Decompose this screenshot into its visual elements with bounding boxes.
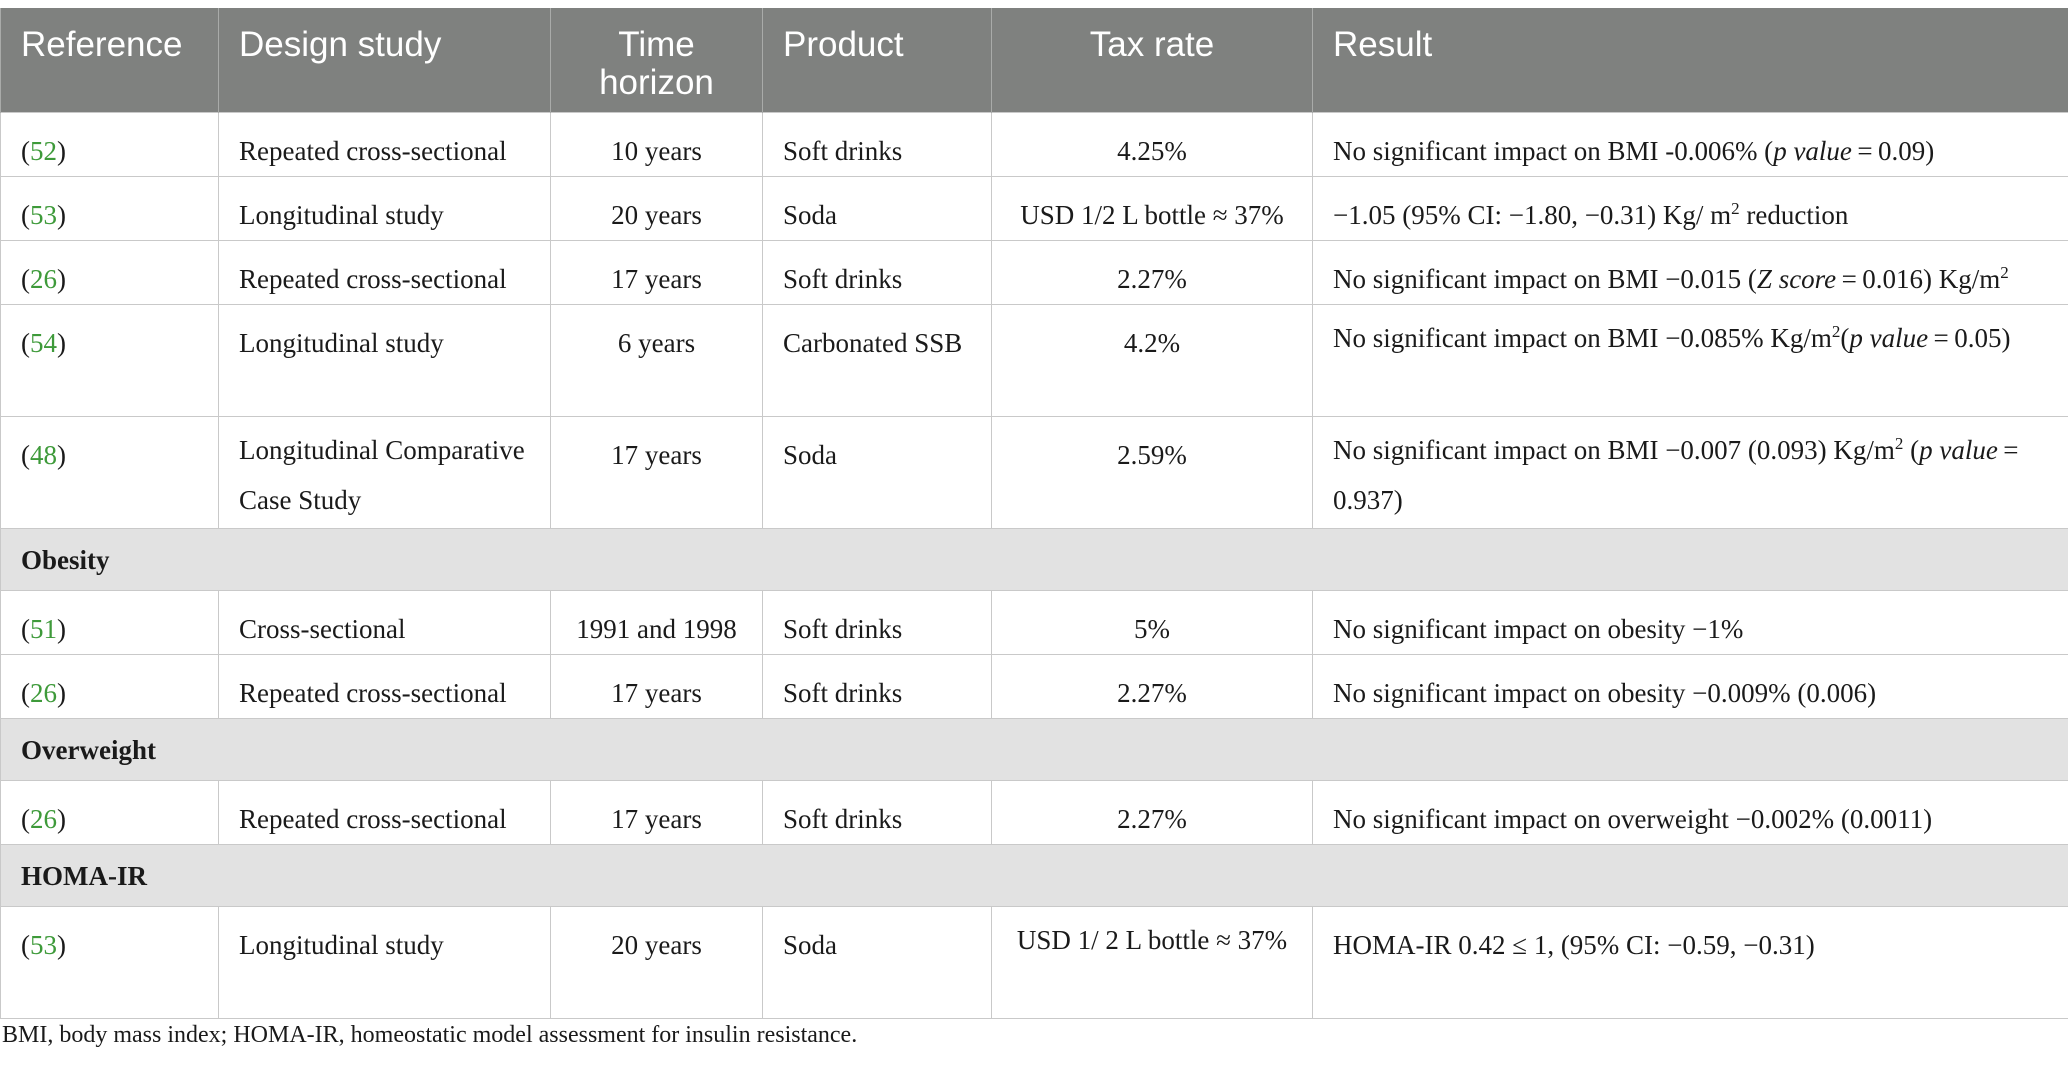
reference-cell: (54) bbox=[0, 304, 219, 417]
header-reference: Reference bbox=[0, 8, 219, 113]
product-cell: Carbonated SSB bbox=[762, 304, 992, 417]
product-cell: Soft drinks bbox=[762, 240, 992, 305]
product-cell: Soda bbox=[762, 906, 992, 1019]
result-cell: No significant impact on BMI −0.085% Kg/… bbox=[1312, 304, 2068, 417]
results-table: Reference Design study Time horizon Prod… bbox=[0, 8, 2068, 1019]
design-cell: Cross-sectional bbox=[218, 590, 551, 655]
section-row-homa-ir: HOMA-IR bbox=[0, 844, 2068, 907]
result-cell: No significant impact on BMI -0.006% (p … bbox=[1312, 112, 2068, 177]
product-cell: Soft drinks bbox=[762, 112, 992, 177]
reference-link[interactable]: 48 bbox=[30, 440, 57, 470]
header-row: Reference Design study Time horizon Prod… bbox=[0, 8, 2068, 113]
reference-cell: (26) bbox=[0, 654, 219, 719]
design-cell: Repeated cross-sectional bbox=[218, 780, 551, 845]
table-row: (53) Longitudinal study 20 years Soda US… bbox=[0, 906, 2068, 1019]
tax-cell: 4.2% bbox=[991, 304, 1313, 417]
section-label: HOMA-IR bbox=[0, 844, 2068, 907]
header-time-horizon: Time horizon bbox=[550, 8, 763, 113]
section-label: Overweight bbox=[0, 718, 2068, 781]
table-row: (26) Repeated cross-sectional 17 years S… bbox=[0, 780, 2068, 845]
header-tax-rate: Tax rate bbox=[991, 8, 1313, 113]
reference-cell: (51) bbox=[0, 590, 219, 655]
header-result: Result bbox=[1312, 8, 2068, 113]
tax-cell: 4.25% bbox=[991, 112, 1313, 177]
tax-cell: 2.59% bbox=[991, 416, 1313, 529]
result-cell: No significant impact on overweight −0.0… bbox=[1312, 780, 2068, 845]
table-row: (26) Repeated cross-sectional 17 years S… bbox=[0, 654, 2068, 719]
reference-link[interactable]: 53 bbox=[30, 200, 57, 230]
design-cell: Longitudinal study bbox=[218, 906, 551, 1019]
reference-link[interactable]: 26 bbox=[30, 264, 57, 294]
reference-cell: (26) bbox=[0, 780, 219, 845]
time-cell: 20 years bbox=[550, 906, 763, 1019]
section-row-overweight: Overweight bbox=[0, 718, 2068, 781]
table-row: (51) Cross-sectional 1991 and 1998 Soft … bbox=[0, 590, 2068, 655]
reference-link[interactable]: 53 bbox=[30, 930, 57, 960]
time-cell: 1991 and 1998 bbox=[550, 590, 763, 655]
reference-cell: (26) bbox=[0, 240, 219, 305]
table-row: (52) Repeated cross-sectional 10 years S… bbox=[0, 112, 2068, 177]
reference-cell: (52) bbox=[0, 112, 219, 177]
product-cell: Soft drinks bbox=[762, 654, 992, 719]
time-cell: 20 years bbox=[550, 176, 763, 241]
result-cell: HOMA-IR 0.42 ≤ 1, (95% CI: −0.59, −0.31) bbox=[1312, 906, 2068, 1019]
time-cell: 17 years bbox=[550, 780, 763, 845]
reference-link[interactable]: 51 bbox=[30, 614, 57, 644]
reference-link[interactable]: 26 bbox=[30, 804, 57, 834]
product-cell: Soft drinks bbox=[762, 780, 992, 845]
product-cell: Soft drinks bbox=[762, 590, 992, 655]
table-container: Reference Design study Time horizon Prod… bbox=[0, 8, 2068, 1019]
tax-cell: 2.27% bbox=[991, 780, 1313, 845]
product-cell: Soda bbox=[762, 416, 992, 529]
tax-cell: USD 1/2 L bottle ≈ 37% bbox=[991, 176, 1313, 241]
design-cell: Repeated cross-sectional bbox=[218, 112, 551, 177]
time-cell: 17 years bbox=[550, 654, 763, 719]
product-cell: Soda bbox=[762, 176, 992, 241]
result-cell: No significant impact on BMI −0.015 (Z s… bbox=[1312, 240, 2068, 305]
result-cell: No significant impact on obesity −1% bbox=[1312, 590, 2068, 655]
design-cell: Repeated cross-sectional bbox=[218, 654, 551, 719]
time-cell: 6 years bbox=[550, 304, 763, 417]
header-product: Product bbox=[762, 8, 992, 113]
table-row: (26) Repeated cross-sectional 17 years S… bbox=[0, 240, 2068, 305]
design-cell: Repeated cross-sectional bbox=[218, 240, 551, 305]
design-cell: Longitudinal study bbox=[218, 304, 551, 417]
design-cell: Longitudinal study bbox=[218, 176, 551, 241]
reference-link[interactable]: 54 bbox=[30, 328, 57, 358]
tax-cell: 2.27% bbox=[991, 654, 1313, 719]
result-cell: −1.05 (95% CI: −1.80, −0.31) Kg/ m2 redu… bbox=[1312, 176, 2068, 241]
tax-cell: 5% bbox=[991, 590, 1313, 655]
result-cell: No significant impact on BMI −0.007 (0.0… bbox=[1312, 416, 2068, 529]
tax-cell: USD 1/ 2 L bottle ≈ 37% bbox=[991, 906, 1313, 1019]
time-cell: 17 years bbox=[550, 416, 763, 529]
table-row: (48) Longitudinal Comparative Case Study… bbox=[0, 416, 2068, 529]
section-row-obesity: Obesity bbox=[0, 528, 2068, 591]
result-cell: No significant impact on obesity −0.009%… bbox=[1312, 654, 2068, 719]
reference-cell: (53) bbox=[0, 906, 219, 1019]
reference-cell: (48) bbox=[0, 416, 219, 529]
table-row: (53) Longitudinal study 20 years Soda US… bbox=[0, 176, 2068, 241]
reference-link[interactable]: 52 bbox=[30, 136, 57, 166]
table-row: (54) Longitudinal study 6 years Carbonat… bbox=[0, 304, 2068, 417]
time-cell: 17 years bbox=[550, 240, 763, 305]
reference-cell: (53) bbox=[0, 176, 219, 241]
header-design-study: Design study bbox=[218, 8, 551, 113]
section-label: Obesity bbox=[0, 528, 2068, 591]
design-cell: Longitudinal Comparative Case Study bbox=[218, 416, 551, 529]
table-footnote: BMI, body mass index; HOMA-IR, homeostat… bbox=[2, 1022, 858, 1048]
reference-link[interactable]: 26 bbox=[30, 678, 57, 708]
tax-cell: 2.27% bbox=[991, 240, 1313, 305]
time-cell: 10 years bbox=[550, 112, 763, 177]
